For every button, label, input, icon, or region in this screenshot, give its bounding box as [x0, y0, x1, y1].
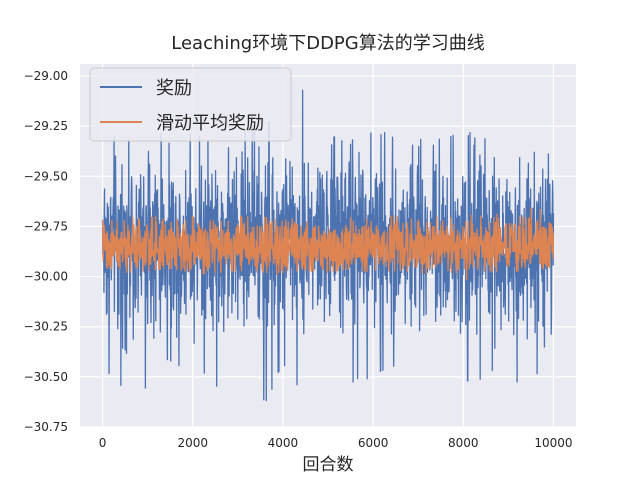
legend-label: 奖励	[156, 78, 192, 99]
x-tick-label: 2000	[177, 436, 208, 450]
x-tick-label: 6000	[358, 436, 389, 450]
x-tick-label: 4000	[268, 436, 299, 450]
x-tick-label: 10000	[534, 436, 572, 450]
series-line-1	[101, 89, 555, 402]
y-tick-label: −29.50	[24, 169, 68, 183]
series-layer	[101, 89, 555, 402]
y-tick-label: −30.00	[24, 270, 68, 284]
x-axis-label: 回合数	[303, 455, 354, 475]
x-tick-label: 0	[99, 436, 107, 450]
series-line-2	[101, 207, 555, 280]
x-tick-labels: 0 2000 4000 6000 8000 10000	[99, 436, 573, 450]
legend-label: 滑动平均奖励	[156, 113, 264, 134]
x-tick-label: 8000	[448, 436, 479, 450]
y-tick-label: −29.25	[24, 119, 68, 133]
y-tick-label: −30.50	[24, 370, 68, 384]
y-tick-label: −30.25	[24, 320, 68, 334]
y-tick-label: −30.75	[24, 420, 68, 434]
y-tick-label: −29.75	[24, 219, 68, 233]
y-tick-labels: −30.75 −30.50 −30.25 −30.00 −29.75 −29.50 −29.…	[24, 69, 68, 434]
chart-title: Leaching环境下DDPG算法的学习曲线	[171, 33, 484, 54]
y-tick-label: −29.00	[24, 69, 68, 83]
